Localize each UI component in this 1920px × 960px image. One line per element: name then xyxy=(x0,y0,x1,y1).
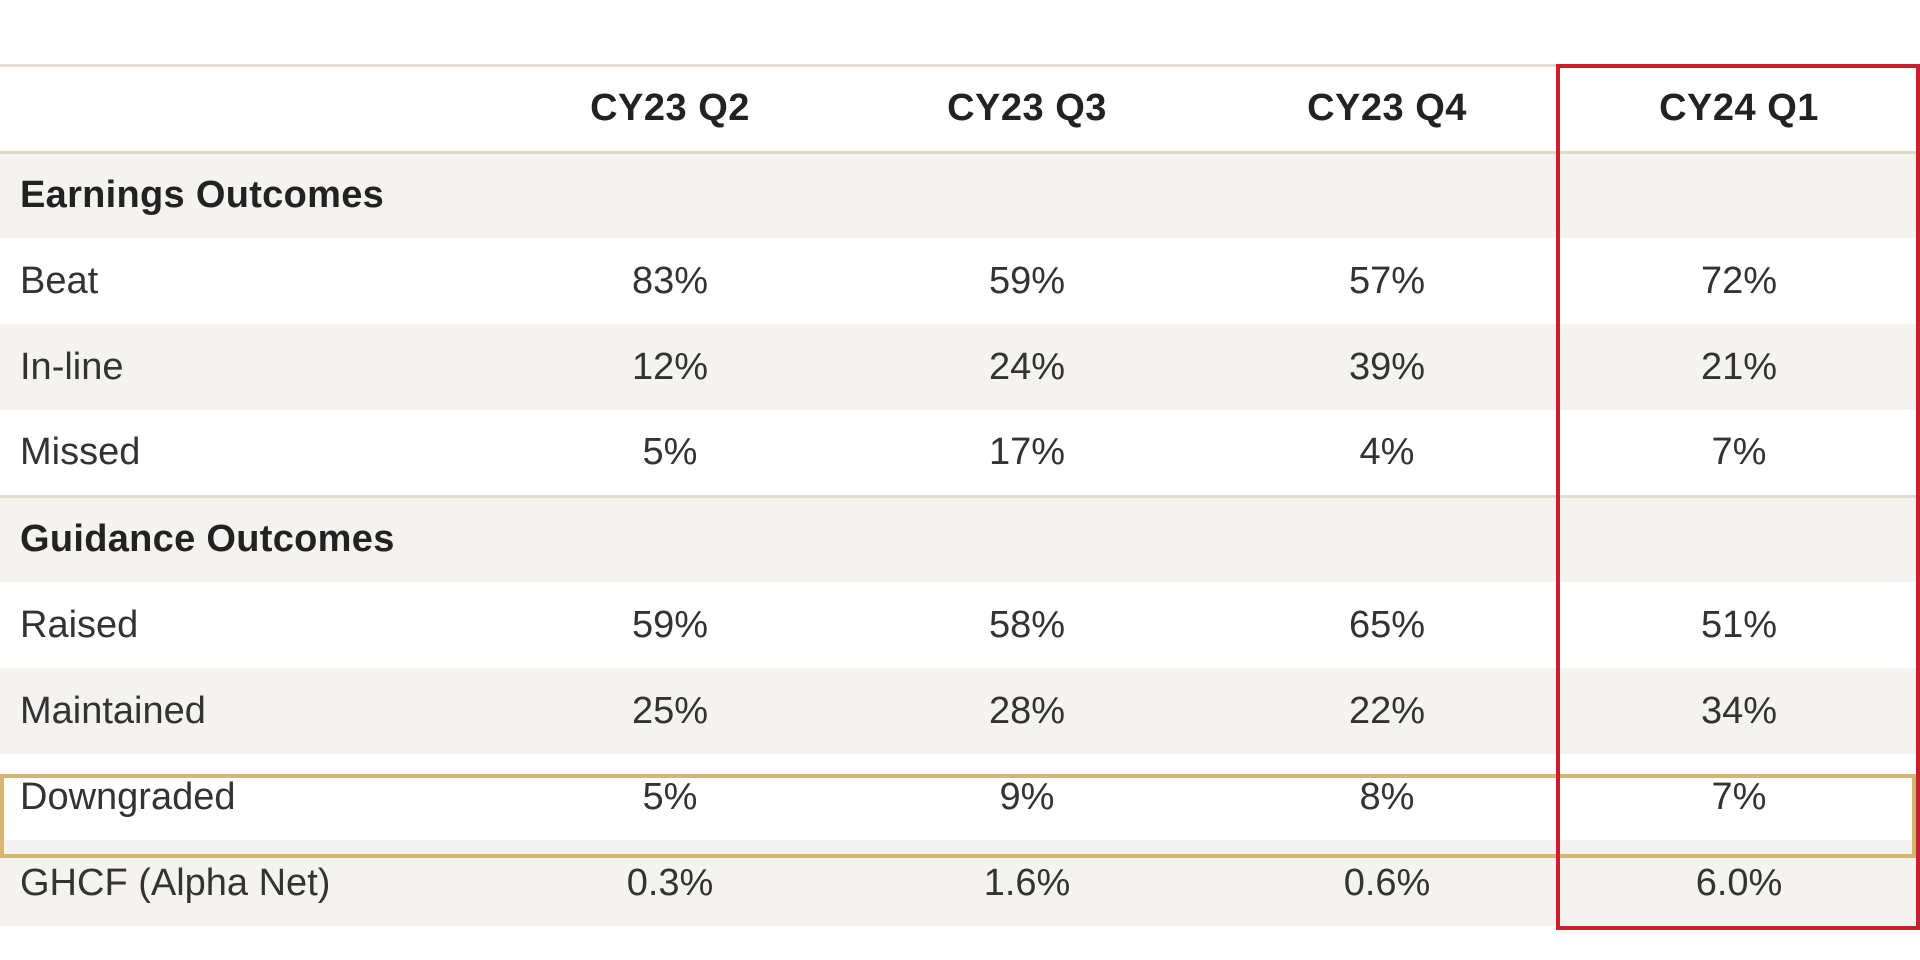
section-title: Guidance Outcomes xyxy=(0,494,502,582)
cell-value: 5% xyxy=(642,430,698,473)
cell-value: 72% xyxy=(1700,259,1778,302)
cell-value: 21% xyxy=(1700,345,1778,388)
cell-value: 1.6% xyxy=(983,861,1071,904)
cell-value: 6.0% xyxy=(1695,861,1783,904)
table-row: Missed 5% 17% 4% 7% xyxy=(0,410,1920,496)
row-label: Raised xyxy=(20,603,139,646)
row-label: Beat xyxy=(20,259,99,302)
cell-value: 57% xyxy=(1348,259,1426,302)
row-label: In-line xyxy=(20,345,124,388)
earnings-guidance-table-container: CY23 Q2 CY23 Q3 CY23 Q4 CY24 Q1 Earnings… xyxy=(0,64,1920,926)
cell-value: 39% xyxy=(1348,345,1426,388)
cell-value: 0.3% xyxy=(626,861,714,904)
table-row: In-line 12% 24% 39% 21% xyxy=(0,324,1920,410)
cell-value: 22% xyxy=(1348,689,1426,732)
section-earnings-outcomes: Earnings Outcomes xyxy=(0,152,1920,238)
table-row: Maintained 25% 28% 22% 34% xyxy=(0,668,1920,754)
row-label: GHCF (Alpha Net) xyxy=(20,861,331,904)
table-row: Beat 83% 59% 57% 72% xyxy=(0,238,1920,324)
cell-value: 5% xyxy=(642,775,698,818)
header-cy23-q2: CY23 Q2 xyxy=(502,66,838,154)
cell-value: 9% xyxy=(999,775,1055,818)
cell-value: 83% xyxy=(631,259,709,302)
header-blank xyxy=(0,66,502,154)
header-cy23-q3: CY23 Q3 xyxy=(838,66,1216,154)
row-label: Downgraded xyxy=(20,775,236,818)
cell-value: 58% xyxy=(988,603,1066,646)
cell-value: 0.6% xyxy=(1343,861,1431,904)
cell-value: 17% xyxy=(988,430,1066,473)
header-cy23-q4: CY23 Q4 xyxy=(1216,66,1558,154)
table-row: Raised 59% 58% 65% 51% xyxy=(0,582,1920,668)
cell-value: 7% xyxy=(1711,430,1767,473)
cell-value: 59% xyxy=(631,603,709,646)
header-cy24-q1: CY24 Q1 xyxy=(1558,66,1920,154)
cell-value: 51% xyxy=(1700,603,1778,646)
row-label: Missed xyxy=(20,430,141,473)
cell-value: 59% xyxy=(988,259,1066,302)
cell-value: 24% xyxy=(988,345,1066,388)
cell-value: 65% xyxy=(1348,603,1426,646)
cell-value: 25% xyxy=(631,689,709,732)
cell-value: 34% xyxy=(1700,689,1778,732)
section-guidance-outcomes: Guidance Outcomes xyxy=(0,494,1920,582)
earnings-guidance-table: CY23 Q2 CY23 Q3 CY23 Q4 CY24 Q1 Earnings… xyxy=(0,66,1920,926)
section-title: Earnings Outcomes xyxy=(20,174,385,217)
summary-row-ghcf: GHCF (Alpha Net) 0.3% 1.6% 0.6% 6.0% xyxy=(0,840,1920,926)
top-rule xyxy=(0,64,1558,67)
cell-value: 28% xyxy=(988,689,1066,732)
cell-value: 12% xyxy=(631,345,709,388)
cell-value: 8% xyxy=(1359,775,1415,818)
cell-value: 4% xyxy=(1359,430,1415,473)
cell-value: 7% xyxy=(1711,775,1767,818)
table-row: Downgraded 5% 9% 8% 7% xyxy=(0,754,1920,840)
row-label: Maintained xyxy=(20,689,206,732)
header-row: CY23 Q2 CY23 Q3 CY23 Q4 CY24 Q1 xyxy=(0,66,1920,154)
